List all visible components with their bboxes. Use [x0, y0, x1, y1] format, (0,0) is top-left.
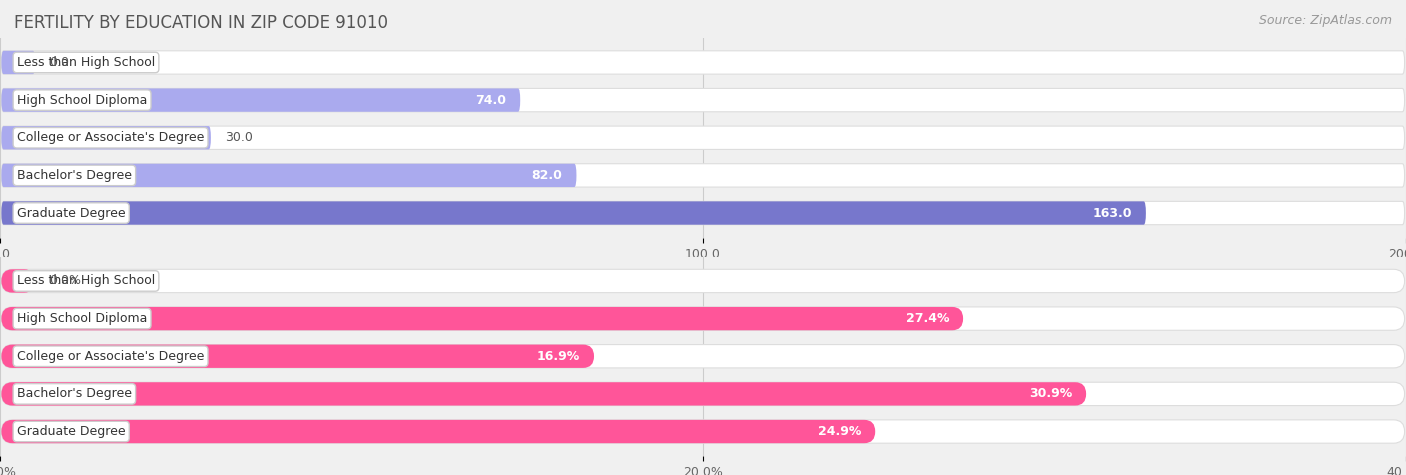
FancyBboxPatch shape: [1, 307, 963, 330]
Text: Graduate Degree: Graduate Degree: [17, 207, 125, 219]
Text: 30.9%: 30.9%: [1029, 388, 1073, 400]
Text: 16.9%: 16.9%: [537, 350, 581, 363]
FancyBboxPatch shape: [1, 420, 875, 443]
FancyBboxPatch shape: [1, 164, 1405, 187]
Text: High School Diploma: High School Diploma: [17, 94, 148, 106]
Text: 24.9%: 24.9%: [818, 425, 860, 438]
FancyBboxPatch shape: [1, 201, 1405, 225]
Text: Less than High School: Less than High School: [17, 275, 155, 287]
FancyBboxPatch shape: [1, 88, 1405, 112]
Text: 82.0: 82.0: [531, 169, 562, 182]
FancyBboxPatch shape: [1, 126, 211, 150]
FancyBboxPatch shape: [1, 307, 1405, 330]
Text: Source: ZipAtlas.com: Source: ZipAtlas.com: [1258, 14, 1392, 27]
Text: High School Diploma: High School Diploma: [17, 312, 148, 325]
FancyBboxPatch shape: [1, 269, 1405, 293]
FancyBboxPatch shape: [1, 164, 576, 187]
FancyBboxPatch shape: [1, 344, 1405, 368]
FancyBboxPatch shape: [1, 88, 520, 112]
FancyBboxPatch shape: [1, 269, 35, 293]
Text: FERTILITY BY EDUCATION IN ZIP CODE 91010: FERTILITY BY EDUCATION IN ZIP CODE 91010: [14, 14, 388, 32]
FancyBboxPatch shape: [1, 382, 1405, 406]
FancyBboxPatch shape: [1, 201, 1146, 225]
FancyBboxPatch shape: [1, 126, 1405, 150]
Text: Graduate Degree: Graduate Degree: [17, 425, 125, 438]
Text: 74.0: 74.0: [475, 94, 506, 106]
FancyBboxPatch shape: [1, 382, 1087, 406]
FancyBboxPatch shape: [1, 420, 1405, 443]
Text: Less than High School: Less than High School: [17, 56, 155, 69]
Text: College or Associate's Degree: College or Associate's Degree: [17, 131, 204, 144]
FancyBboxPatch shape: [1, 51, 1405, 74]
Text: 0.0%: 0.0%: [49, 275, 82, 287]
Text: College or Associate's Degree: College or Associate's Degree: [17, 350, 204, 363]
Text: 0.0: 0.0: [49, 56, 69, 69]
FancyBboxPatch shape: [1, 51, 35, 74]
FancyBboxPatch shape: [1, 344, 593, 368]
Text: 27.4%: 27.4%: [905, 312, 949, 325]
Text: 30.0: 30.0: [225, 131, 253, 144]
Text: Bachelor's Degree: Bachelor's Degree: [17, 169, 132, 182]
Text: Bachelor's Degree: Bachelor's Degree: [17, 388, 132, 400]
Text: 163.0: 163.0: [1092, 207, 1132, 219]
